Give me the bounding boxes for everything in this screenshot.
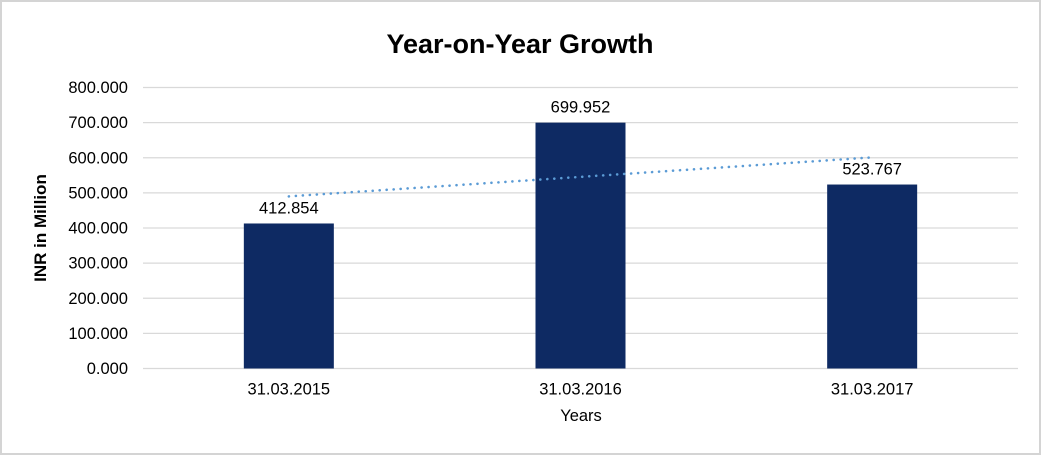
bar-data-label: 412.854 (259, 199, 319, 217)
bar (243, 223, 334, 369)
y-tick-label: 200.000 (68, 290, 128, 308)
y-tick-label: 400.000 (68, 220, 128, 238)
x-axis-title: Years (560, 407, 602, 425)
bar-data-label: 523.767 (842, 161, 902, 179)
chart-title: Year-on-Year Growth (386, 29, 653, 59)
plot-area: 800.000 700.000 600.000 500.000 400.000 300.0… (68, 79, 1018, 399)
x-category-label: 31.03.2016 (539, 381, 622, 399)
y-tick-label: 300.000 (68, 255, 128, 273)
y-tick-label: 600.000 (68, 149, 128, 167)
y-axis-title: INR in Million (31, 174, 50, 282)
bar (535, 122, 626, 369)
y-tick-label: 800.000 (68, 79, 128, 97)
y-tick-label: 0.000 (87, 360, 128, 378)
x-category-label: 31.03.2017 (831, 381, 914, 399)
trendline (287, 156, 874, 198)
y-tick-label: 100.000 (68, 325, 128, 343)
x-category-label: 31.03.2015 (248, 381, 331, 399)
bar (827, 184, 918, 369)
bar-data-label: 699.952 (551, 99, 611, 117)
y-tick-label: 500.000 (68, 184, 128, 202)
y-tick-label: 700.000 (68, 114, 128, 132)
